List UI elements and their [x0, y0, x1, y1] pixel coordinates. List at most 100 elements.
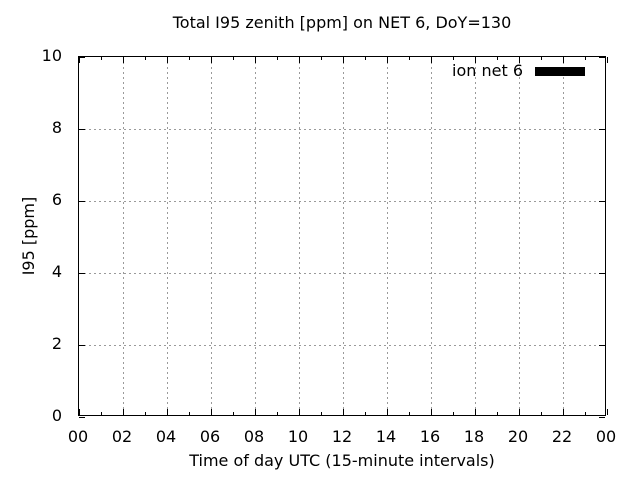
x-tick-label: 00 [67, 427, 89, 446]
x-minor-tick-top [453, 57, 454, 60]
x-major-tick-top [167, 57, 168, 63]
y-tick-label: 8 [51, 118, 62, 137]
y-major-tick-left [79, 201, 85, 202]
x-major-tick-top [519, 57, 520, 63]
x-minor-tick-bottom [409, 412, 410, 415]
x-tick-label: 12 [331, 427, 353, 446]
x-major-tick-top [255, 57, 256, 63]
x-minor-tick-top [101, 57, 102, 60]
x-major-tick-top [387, 57, 388, 63]
gridline-vertical [211, 57, 212, 415]
x-minor-tick-bottom [233, 412, 234, 415]
x-major-tick-bottom [211, 409, 212, 415]
y-major-tick-left [79, 273, 85, 274]
y-axis-label: I95 [ppm] [19, 196, 38, 276]
x-major-tick-top [563, 57, 564, 63]
gridline-vertical [255, 57, 256, 415]
gridline-vertical [343, 57, 344, 415]
x-tick-label: 00 [595, 427, 617, 446]
x-tick-label: 02 [111, 427, 133, 446]
x-major-tick-bottom [123, 409, 124, 415]
x-major-tick-bottom [299, 409, 300, 415]
x-minor-tick-bottom [497, 412, 498, 415]
x-major-tick-top [211, 57, 212, 63]
x-major-tick-bottom [431, 409, 432, 415]
x-major-tick-bottom [387, 409, 388, 415]
x-minor-tick-bottom [365, 412, 366, 415]
y-major-tick-right [599, 201, 605, 202]
x-tick-label: 22 [551, 427, 573, 446]
gridline-vertical [123, 57, 124, 415]
x-major-tick-bottom [343, 409, 344, 415]
x-minor-tick-top [321, 57, 322, 60]
gridline-horizontal [79, 201, 605, 202]
gridline-vertical [563, 57, 564, 415]
x-minor-tick-bottom [453, 412, 454, 415]
x-major-tick-bottom [79, 409, 80, 415]
x-minor-tick-top [145, 57, 146, 60]
gridline-vertical [299, 57, 300, 415]
x-major-tick-top [607, 57, 608, 63]
x-minor-tick-top [409, 57, 410, 60]
gridline-vertical [431, 57, 432, 415]
y-major-tick-right [599, 345, 605, 346]
x-tick-label: 20 [507, 427, 529, 446]
y-tick-label: 0 [51, 406, 62, 425]
x-major-tick-top [299, 57, 300, 63]
x-axis-label: Time of day UTC (15-minute intervals) [189, 451, 495, 470]
gridline-horizontal [79, 345, 605, 346]
x-minor-tick-top [189, 57, 190, 60]
x-minor-tick-top [497, 57, 498, 60]
y-tick-label: 10 [41, 46, 62, 65]
x-major-tick-top [79, 57, 80, 63]
x-minor-tick-top [233, 57, 234, 60]
x-minor-tick-bottom [277, 412, 278, 415]
x-major-tick-top [343, 57, 344, 63]
y-major-tick-right [599, 417, 605, 418]
y-tick-label: 6 [51, 190, 62, 209]
x-major-tick-bottom [563, 409, 564, 415]
x-minor-tick-bottom [101, 412, 102, 415]
x-tick-label: 06 [199, 427, 221, 446]
y-major-tick-right [599, 129, 605, 130]
gridline-horizontal [79, 129, 605, 130]
x-tick-label: 04 [155, 427, 177, 446]
gridline-vertical [519, 57, 520, 415]
y-major-tick-left [79, 57, 85, 58]
y-tick-label: 2 [51, 334, 62, 353]
x-major-tick-bottom [607, 409, 608, 415]
x-tick-label: 08 [243, 427, 265, 446]
x-minor-tick-top [365, 57, 366, 60]
plot-area: ion net 6 [78, 56, 608, 418]
x-minor-tick-bottom [321, 412, 322, 415]
y-major-tick-left [79, 345, 85, 346]
x-major-tick-bottom [167, 409, 168, 415]
y-major-tick-right [599, 273, 605, 274]
x-major-tick-bottom [519, 409, 520, 415]
x-minor-tick-top [585, 57, 586, 60]
x-tick-label: 18 [463, 427, 485, 446]
chart-title: Total I95 zenith [ppm] on NET 6, DoY=130 [172, 13, 512, 32]
x-major-tick-bottom [255, 409, 256, 415]
y-major-tick-left [79, 417, 85, 418]
x-minor-tick-bottom [541, 412, 542, 415]
x-tick-label: 10 [287, 427, 309, 446]
x-major-tick-top [431, 57, 432, 63]
x-major-tick-top [475, 57, 476, 63]
gridline-horizontal [79, 273, 605, 274]
legend: ion net 6 [452, 63, 585, 79]
gridline-vertical [475, 57, 476, 415]
x-tick-label: 16 [419, 427, 441, 446]
x-minor-tick-top [277, 57, 278, 60]
y-major-tick-left [79, 129, 85, 130]
x-tick-label: 14 [375, 427, 397, 446]
x-major-tick-bottom [475, 409, 476, 415]
legend-swatch [535, 66, 585, 76]
gridline-vertical [167, 57, 168, 415]
y-tick-label: 4 [51, 262, 62, 281]
y-major-tick-right [599, 57, 605, 58]
x-minor-tick-bottom [145, 412, 146, 415]
x-minor-tick-bottom [585, 412, 586, 415]
gridline-vertical [387, 57, 388, 415]
